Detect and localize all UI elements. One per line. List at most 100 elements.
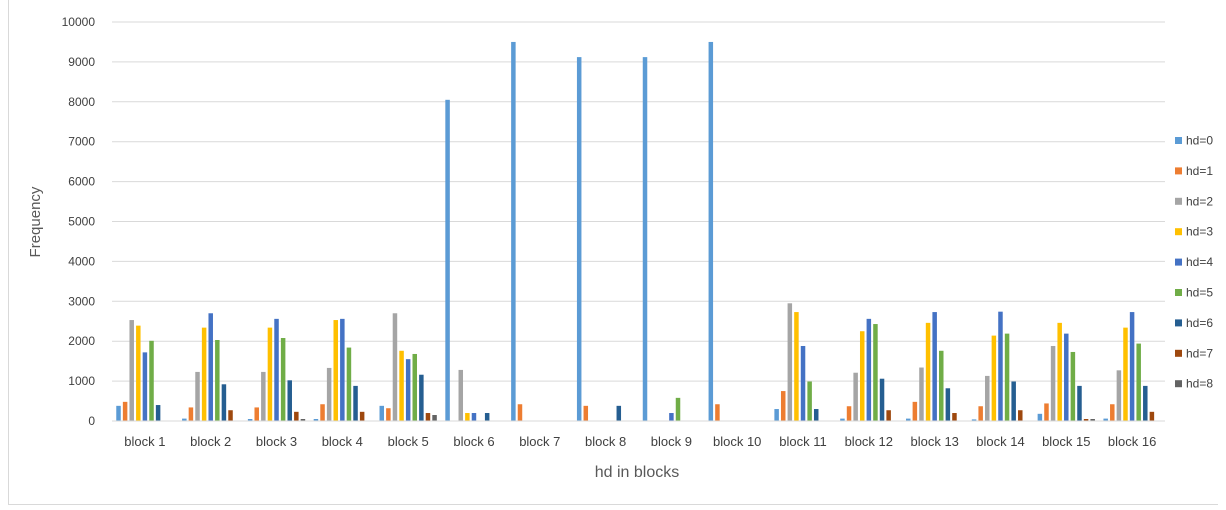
y-tick-label: 9000: [68, 55, 95, 69]
bar-hd7-block-16: [1149, 411, 1155, 421]
bar-hd5-block-4: [346, 347, 352, 421]
bar-hd4-block-12: [866, 318, 872, 421]
bar-hd5-block-14: [1004, 333, 1010, 421]
bar-hd8-block-15: [1090, 419, 1095, 421]
legend-swatch: [1175, 319, 1182, 327]
x-category-label: block 1: [124, 434, 165, 449]
bar-hd0-block-8: [576, 57, 582, 422]
bar-hd0-block-12: [840, 418, 845, 421]
legend-swatch: [1175, 349, 1182, 357]
bar-hd6-block-13: [945, 388, 951, 421]
bar-hd6-block-16: [1143, 385, 1148, 421]
bar-hd0-block-1: [116, 405, 121, 421]
y-axis-title: Frequency: [27, 186, 44, 257]
bar-hd2-block-4: [326, 367, 332, 421]
bar-hd0-block-9: [642, 57, 648, 422]
bar-hd1-block-5: [386, 408, 391, 421]
bar-hd0-block-2: [182, 418, 187, 421]
bar-hd6-block-15: [1077, 385, 1082, 421]
bar-hd2-block-11: [787, 303, 793, 421]
y-tick-label: 0: [88, 414, 95, 428]
legend-label: hd=4: [1186, 255, 1213, 269]
x-category-label: block 4: [322, 434, 363, 449]
bar-hd7-block-2: [228, 410, 233, 421]
x-category-label: block 5: [388, 434, 429, 449]
bar-hd3-block-14: [991, 335, 997, 421]
bar-hd3-block-4: [333, 320, 338, 421]
bar-hd5-block-11: [807, 381, 812, 421]
bar-hd3-block-13: [925, 322, 931, 421]
bar-hd2-block-15: [1050, 345, 1056, 421]
bar-hd1-block-10: [715, 404, 720, 421]
legend-swatch: [1175, 197, 1182, 205]
bar-hd7-block-5: [425, 413, 431, 421]
bar-hd0-block-5: [379, 405, 385, 421]
bar-hd6-block-8: [616, 405, 622, 421]
legend-swatch: [1175, 228, 1182, 236]
x-category-label: block 12: [845, 434, 893, 449]
bar-hd3-block-15: [1057, 322, 1062, 421]
legend-label: hd=7: [1186, 346, 1213, 360]
legend-label: hd=6: [1186, 316, 1213, 330]
bar-hd1-block-16: [1110, 404, 1115, 421]
bar-hd0-block-16: [1103, 418, 1108, 421]
bar-hd5-block-1: [149, 340, 154, 421]
legend-label: hd=3: [1186, 225, 1213, 239]
bar-hd0-block-15: [1037, 413, 1043, 421]
bar-hd4-block-2: [208, 313, 213, 421]
bar-hd5-block-2: [215, 340, 220, 421]
bar-hd7-block-14: [1018, 410, 1023, 421]
bar-hd4-block-15: [1064, 333, 1069, 421]
legend-label: hd=1: [1186, 164, 1213, 178]
bar-hd3-block-3: [267, 327, 273, 421]
bar-hd5-block-16: [1136, 343, 1141, 421]
x-category-label: block 9: [651, 434, 692, 449]
bar-hd4-block-1: [142, 352, 148, 421]
bar-hd2-block-3: [261, 371, 266, 421]
y-tick-label: 3000: [68, 294, 95, 308]
legend-swatch: [1175, 289, 1182, 296]
bar-hd4-block-4: [340, 318, 345, 421]
x-axis-title: hd in blocks: [595, 464, 680, 481]
x-axis-categories: block 1 block 2 block 3 block 4 block 5 block…: [124, 434, 1156, 449]
y-tick-label: 4000: [68, 254, 95, 268]
bar-hd1-block-8: [583, 405, 589, 421]
bars: [116, 41, 1155, 422]
bar-hd5-block-13: [939, 350, 944, 421]
bar-hd3-block-12: [859, 331, 865, 421]
bar-hd1-block-15: [1044, 403, 1049, 421]
y-tick-label: 6000: [68, 175, 95, 189]
legend-label: hd=0: [1186, 134, 1213, 148]
bar-hd1-block-7: [517, 404, 523, 421]
bar-hd3-block-16: [1123, 327, 1128, 421]
bar-hd6-block-1: [155, 405, 161, 421]
bar-hd4-block-13: [932, 312, 937, 421]
bar-hd6-block-11: [813, 409, 819, 421]
legend-label: hd=8: [1186, 377, 1213, 391]
gridlines: [112, 21, 1165, 382]
bar-hd0-block-13: [906, 418, 911, 421]
bar-hd1-block-3: [254, 407, 259, 421]
legend-label: hd=2: [1186, 194, 1213, 208]
bar-hd7-block-15: [1083, 419, 1089, 421]
legend-swatch: [1175, 167, 1182, 175]
bar-hd3-block-2: [201, 327, 207, 421]
x-category-label: block 15: [1042, 434, 1090, 449]
bar-hd8-block-5: [432, 415, 437, 421]
legend-label: hd=5: [1186, 286, 1213, 300]
bar-hd0-block-4: [313, 419, 319, 421]
bar-hd3-block-5: [399, 350, 404, 421]
bar-hd8-block-3: [300, 419, 306, 421]
bar-hd2-block-2: [195, 371, 200, 421]
y-tick-label: 8000: [68, 95, 95, 109]
bar-hd2-block-1: [129, 320, 134, 421]
y-axis-ticks: 0 1000 2000 3000 4000 5000 6000 7000 8000 9000 100…: [62, 15, 96, 428]
x-category-label: block 11: [779, 434, 826, 449]
bar-hd6-block-4: [353, 385, 358, 421]
bar-hd4-block-16: [1129, 312, 1135, 421]
bar-hd7-block-12: [886, 410, 891, 421]
x-category-label: block 8: [585, 434, 626, 449]
bar-hd1-block-4: [320, 404, 325, 421]
y-tick-label: 2000: [68, 334, 95, 348]
bar-hd7-block-13: [952, 413, 957, 421]
